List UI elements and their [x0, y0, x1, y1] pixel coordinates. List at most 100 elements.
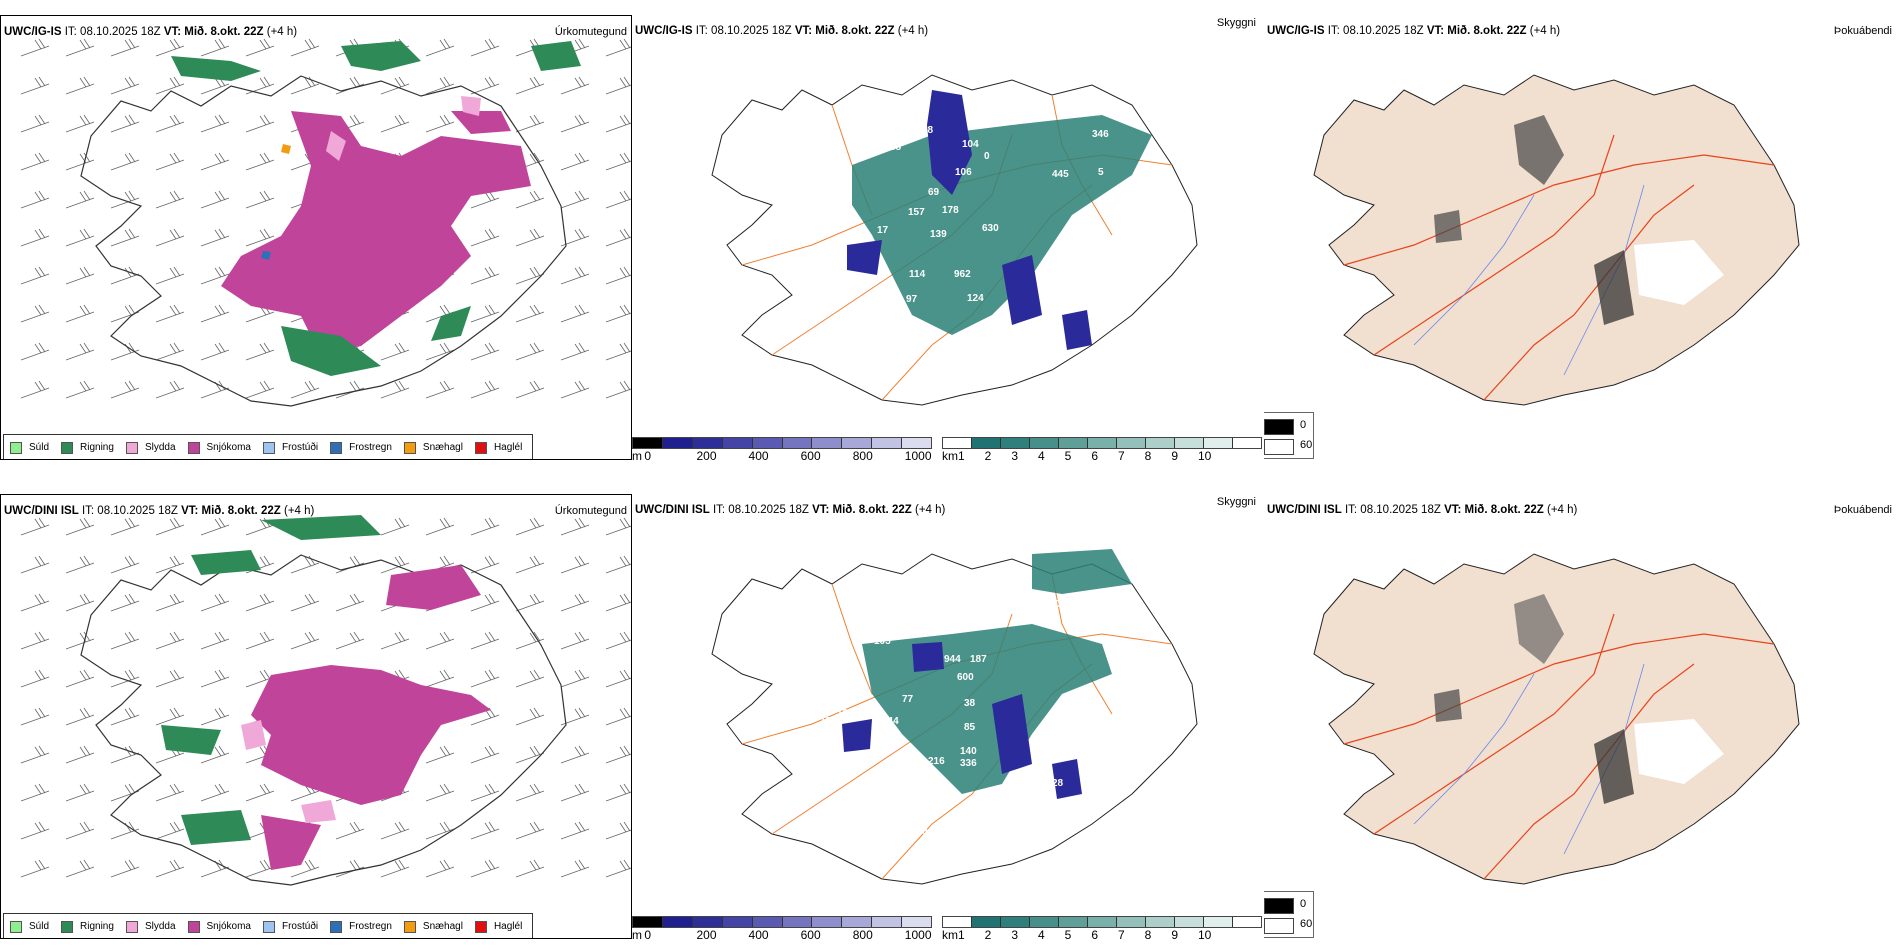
- wind-barb: [470, 517, 500, 536]
- rain-area-se: [281, 326, 381, 376]
- legend-item: Frostúði: [262, 441, 318, 454]
- wind-barb: [110, 266, 140, 285]
- visibility-value-label: 9: [912, 419, 918, 430]
- visibility-value-label: 0: [984, 151, 990, 162]
- wind-barb: [65, 745, 95, 764]
- wind-barb: [335, 821, 365, 840]
- visibility-value-label: 635: [1142, 182, 1159, 193]
- fog-legend-label: 60: [1300, 439, 1313, 451]
- precip-type-map: [20, 38, 631, 407]
- wind-barb: [380, 821, 410, 840]
- legend-item: Frostúði: [262, 920, 318, 933]
- wind-barb: [605, 152, 631, 171]
- wind-barb: [245, 152, 275, 171]
- panel-header: UWC/DINI ISL IT: 08.10.2025 18Z VT: Mið.…: [635, 504, 945, 516]
- it-value: 08.10.2025 18Z: [97, 505, 178, 517]
- fog-legend-label: 0: [1300, 419, 1307, 431]
- panel-title-precip-type: Úrkomutegund: [554, 505, 627, 517]
- wind-barb: [605, 266, 631, 285]
- vt-value: Mið. 8.okt. 22Z: [1447, 25, 1527, 37]
- precip-legend: Súld Rigning Slydda Snjókoma Frostúði Frostre…: [3, 434, 534, 459]
- wind-barb: [605, 859, 631, 878]
- vt-value: Mið. 8.okt. 22Z: [184, 26, 264, 38]
- wind-barb: [20, 555, 50, 574]
- wind-barb: [470, 859, 500, 878]
- roads: [1343, 134, 1775, 401]
- wind-barb: [425, 76, 455, 95]
- wind-barb: [515, 555, 545, 574]
- fog-dark-area-2: [1594, 250, 1634, 325]
- iceland-land: [1313, 553, 1800, 885]
- wind-barb: [560, 190, 590, 209]
- precip-legend: Súld Rigning Slydda Snjókoma Frostúði Frostre…: [3, 913, 534, 938]
- it-label: IT:: [712, 504, 726, 516]
- colorbar-segment: [1146, 917, 1175, 927]
- wind-barb: [20, 228, 50, 247]
- visibility-value-label: 600: [957, 672, 974, 683]
- sleet-area: [241, 720, 266, 750]
- snow-area: [251, 665, 491, 805]
- vt-label: VT:: [181, 505, 199, 517]
- tick-label: 7: [1118, 928, 1125, 939]
- panel-title-fog: Þokuábendi: [1833, 504, 1892, 516]
- colorbar-segment: [633, 438, 663, 448]
- colorbar-segment: [1117, 438, 1146, 448]
- vt-value: Mið. 8.okt. 22Z: [201, 505, 281, 517]
- visibility-area: [852, 115, 1152, 335]
- wind-barb: [65, 190, 95, 209]
- wind-barb: [515, 517, 545, 536]
- colorbar-segment: [752, 917, 783, 927]
- legend-item: Rigning: [61, 920, 114, 933]
- unit-label: m: [632, 928, 642, 939]
- wind-barb: [20, 380, 50, 399]
- vt-value: Mið. 8.okt. 22Z: [815, 25, 895, 37]
- colorbar-segment: [1059, 917, 1088, 927]
- legend-label: Snjókoma: [206, 442, 251, 453]
- wind-barb: [65, 114, 95, 133]
- wind-barb: [110, 380, 140, 399]
- panel-header: UWC/DINI ISL IT: 08.10.2025 18Z VT: Mið.…: [4, 505, 314, 517]
- wind-barb: [20, 745, 50, 764]
- wind-barb: [200, 152, 230, 171]
- snow-area-ne: [386, 565, 481, 610]
- lead-time: (+4 h): [283, 505, 315, 517]
- visibility-value-label: 981: [922, 387, 939, 398]
- vt-label: VT:: [812, 504, 830, 516]
- wind-barb: [245, 228, 275, 247]
- wind-barb: [560, 593, 590, 612]
- wind-barb: [425, 38, 455, 57]
- legend-swatch: [61, 441, 74, 454]
- wind-barb: [515, 821, 545, 840]
- wind-barb: [515, 859, 545, 878]
- colorbar-segment: [633, 917, 663, 927]
- wind-barb: [65, 38, 95, 57]
- fog-map: [1313, 74, 1800, 406]
- wind-barb: [380, 555, 410, 574]
- wind-barb: [20, 190, 50, 209]
- visibility-value-label: 67: [977, 337, 989, 348]
- wind-barb: [155, 517, 185, 536]
- wind-barb: [200, 266, 230, 285]
- wind-barb: [605, 38, 631, 57]
- fog-panel-row2: UWC/DINI ISL IT: 08.10.2025 18Z VT: Mið.…: [1264, 494, 1900, 939]
- model-name: UWC/IG-IS: [1267, 25, 1325, 37]
- visibility-colorbar: [942, 437, 1262, 449]
- vt-label: VT:: [1444, 504, 1462, 516]
- colorbar-segment: [812, 917, 843, 927]
- precip-type-map: [20, 515, 631, 886]
- rain-area-north: [171, 56, 261, 81]
- tick-label: 0: [644, 449, 652, 460]
- visibility-value-label: 77: [902, 694, 914, 705]
- visibility-value-label: 244: [972, 574, 989, 585]
- ceiling-ticks: m 0 200 400 600 800 1000: [632, 449, 942, 460]
- wind-barb: [20, 76, 50, 95]
- fog-dark-area-3: [1434, 689, 1462, 722]
- wind-barb: [515, 669, 545, 688]
- fog-legend: 0 60: [1264, 412, 1314, 459]
- model-name: UWC/DINI ISL: [635, 504, 710, 516]
- tick-label: 2: [984, 449, 992, 460]
- lead-time: (+4 h): [897, 25, 929, 37]
- rain-area-south: [431, 306, 471, 341]
- legend-swatch: [10, 920, 22, 933]
- low-ceiling-area: [927, 90, 972, 195]
